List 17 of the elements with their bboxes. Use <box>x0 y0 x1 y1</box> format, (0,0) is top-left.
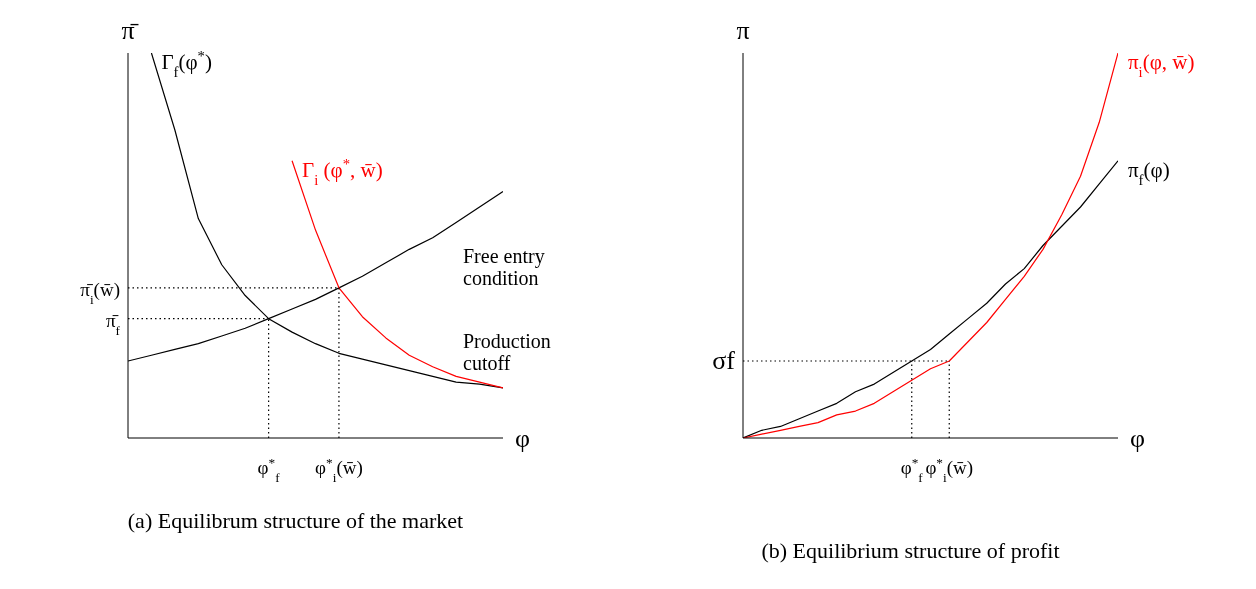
x-axis-title: φ <box>1130 424 1146 453</box>
series-label: π̄$_{i}$(w̄) <box>80 278 120 307</box>
annotation: Free entry condition <box>463 245 545 289</box>
x-axis-title: φ <box>515 424 531 453</box>
series-label: π$_{i}$(φ, w̄) <box>1128 50 1195 80</box>
y-axis-title: π̄ <box>121 16 139 45</box>
series-label: Γ$_{f}$(φ$^{*}$) <box>161 48 212 80</box>
series-label: σf <box>712 346 736 375</box>
x-tick-label: φ$^{*}$$_{i}$(w̄) <box>315 454 363 485</box>
text: (b) Equilibrium structure of profit <box>760 538 1061 564</box>
text: (a) Equilibrum structure of the market <box>126 508 465 534</box>
x-tick-label: φ$^{*}$$_{i}$(w̄) <box>925 454 974 485</box>
series-label: π$_{f}$(φ) <box>1128 157 1170 188</box>
y-axis-title: π <box>736 16 750 45</box>
annotation: Production cutoff <box>463 330 551 374</box>
series-label: π̄$_{f}$ <box>105 309 121 338</box>
series-label: Γ$_{i}$ (φ$^{*}$, w̄) <box>302 155 383 188</box>
